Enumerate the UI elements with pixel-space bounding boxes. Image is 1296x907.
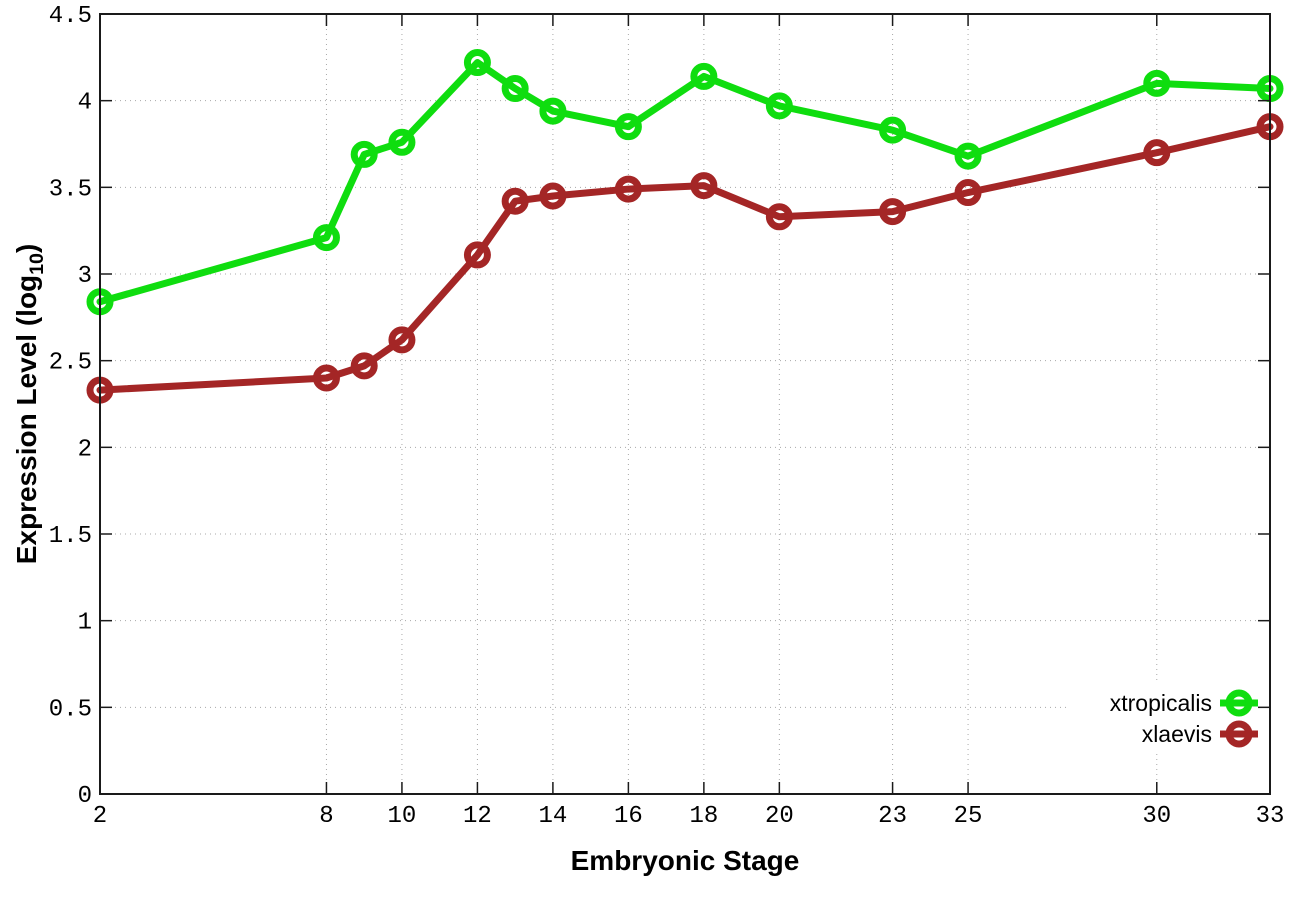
x-axis-title: Embryonic Stage: [570, 845, 800, 876]
data-point-xtropicalis: [1143, 69, 1171, 97]
x-tick-label: 10: [388, 803, 417, 830]
data-point-xlaevis: [765, 203, 793, 231]
data-point-xtropicalis: [690, 62, 718, 90]
data-point-xtropicalis: [614, 113, 642, 141]
x-tick-label: 2: [93, 803, 107, 830]
x-tick-label: 20: [765, 803, 794, 830]
data-point-xtropicalis: [765, 92, 793, 120]
y-tick-label: 2: [78, 436, 92, 463]
x-tick-label: 8: [319, 803, 333, 830]
y-axis-title: Expression Level (log10): [11, 244, 49, 565]
data-point-xlaevis: [539, 182, 567, 210]
data-point-xtropicalis: [879, 116, 907, 144]
x-tick-label: 18: [689, 803, 718, 830]
legend-marker-xtropicalis: [1225, 689, 1253, 717]
x-tick-label: 25: [954, 803, 983, 830]
series-line-xtropicalis: [96, 59, 1274, 306]
y-axis-title-close: ): [11, 243, 43, 254]
legend-label-xtropicalis: xtropicalis: [1110, 690, 1212, 716]
x-tick-label: 23: [878, 803, 907, 830]
x-tick-label: 12: [463, 803, 492, 830]
data-point-xtropicalis: [954, 142, 982, 170]
data-point-xlaevis: [954, 179, 982, 207]
y-tick-label: 4: [78, 90, 92, 117]
data-point-xlaevis: [501, 187, 529, 215]
y-tick-label: 0.5: [49, 696, 92, 723]
data-point-xlaevis: [614, 175, 642, 203]
data-point-xtropicalis: [312, 224, 340, 252]
data-point-xlaevis: [388, 326, 416, 354]
data-point-xlaevis: [463, 241, 491, 269]
y-tick-label: 3.5: [49, 176, 92, 203]
x-tick-label: 30: [1142, 803, 1171, 830]
x-tick-label: 33: [1256, 803, 1285, 830]
data-point-xlaevis: [1143, 139, 1171, 167]
data-point-xtropicalis: [350, 140, 378, 168]
y-axis-title-text: Expression Level (log: [11, 274, 43, 565]
x-tick-label: 14: [538, 803, 567, 830]
data-point-xtropicalis: [501, 75, 529, 103]
data-point-xtropicalis: [388, 128, 416, 156]
y-axis-title-subscript: 10: [25, 253, 48, 275]
y-tick-label: 0: [78, 783, 92, 810]
x-tick-label: 16: [614, 803, 643, 830]
data-point-xlaevis: [350, 352, 378, 380]
legend-marker-xlaevis: [1225, 720, 1253, 748]
y-tick-label: 1: [78, 610, 92, 637]
data-point-xtropicalis: [539, 97, 567, 125]
y-tick-label: 2.5: [49, 350, 92, 377]
data-point-xlaevis: [312, 364, 340, 392]
data-point-xtropicalis: [463, 49, 491, 77]
data-point-xlaevis: [690, 172, 718, 200]
plot-border: [99, 13, 1271, 795]
y-tick-label: 1.5: [49, 523, 92, 550]
y-tick-label: 4.5: [49, 3, 92, 30]
y-tick-label: 3: [78, 263, 92, 290]
legend-label-xlaevis: xlaevis: [1142, 721, 1212, 747]
series-line-xlaevis: [96, 123, 1274, 394]
data-point-xlaevis: [879, 198, 907, 226]
